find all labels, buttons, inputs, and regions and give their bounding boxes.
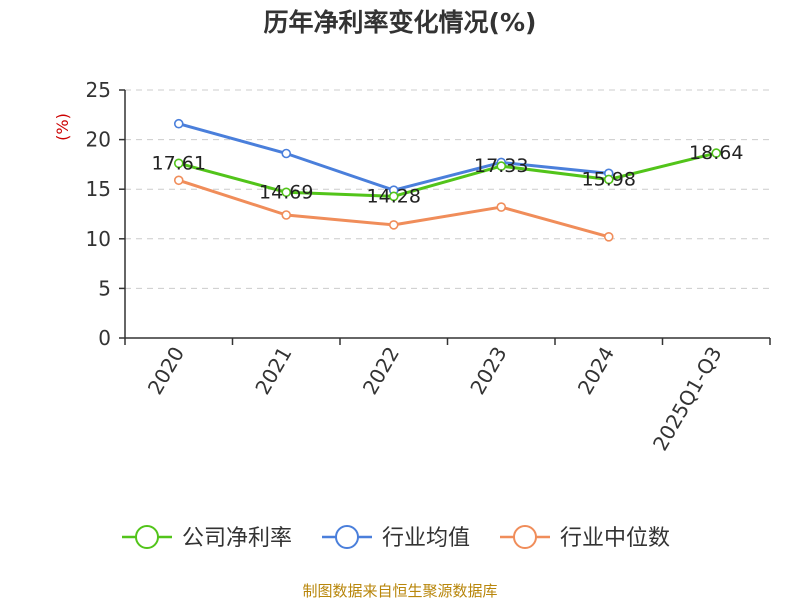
data-point	[603, 174, 614, 185]
data-labels: 17.61 14.69 14.28 17.33 15.98 18.64	[152, 142, 744, 207]
series-layer	[173, 118, 722, 242]
y-tick-label: 25	[86, 78, 111, 102]
data-label: 15.98	[582, 168, 636, 190]
y-axis-ticks: 0 5 10 15 20 25	[86, 78, 126, 350]
data-point	[388, 220, 399, 230]
legend-label: 公司净利率	[182, 526, 292, 551]
x-tick-label: 2025Q1-Q3	[648, 343, 727, 455]
data-point	[388, 191, 399, 202]
data-label: 17.61	[152, 152, 206, 174]
legend-marker	[335, 525, 359, 549]
x-tick-label: 2022	[358, 343, 404, 399]
legend-label: 行业中位数	[560, 526, 670, 551]
legend-label: 行业均值	[382, 526, 470, 551]
legend-marker	[513, 525, 537, 549]
data-point	[496, 161, 507, 171]
data-point	[173, 118, 184, 129]
legend: 公司净利率 行业均值 行业中位数	[122, 525, 670, 551]
data-label: 17.33	[474, 155, 528, 177]
x-tick-label: 2021	[250, 343, 296, 399]
y-tick-label: 20	[86, 128, 111, 152]
data-point	[173, 175, 184, 186]
chart-title: 历年净利率变化情况(%)	[264, 8, 537, 37]
data-label: 18.64	[689, 142, 743, 164]
data-label: 14.69	[259, 181, 313, 203]
series-line	[178, 151, 717, 198]
data-point	[603, 232, 614, 242]
x-tick-label: 2023	[465, 343, 511, 399]
y-tick-label: 5	[98, 276, 111, 300]
y-tick-label: 10	[86, 227, 111, 251]
y-axis-unit-label: (%)	[53, 113, 72, 141]
source-note: 制图数据来自恒生聚源数据库	[302, 582, 497, 600]
data-label: 14.28	[367, 185, 421, 207]
data-point	[281, 210, 292, 220]
grid-lines	[125, 89, 770, 289]
data-point	[173, 158, 184, 169]
data-point	[711, 148, 722, 158]
y-tick-label: 0	[98, 326, 111, 350]
data-point	[281, 148, 292, 159]
x-tick-label: 2024	[573, 343, 619, 399]
legend-marker	[135, 525, 159, 549]
x-tick-label: 2020	[143, 343, 189, 399]
x-axis: 2020 2021 2022 2023 2024 2025Q1-Q3	[124, 337, 771, 455]
data-point	[281, 187, 292, 198]
y-tick-label: 15	[86, 177, 111, 201]
data-point	[496, 202, 507, 212]
